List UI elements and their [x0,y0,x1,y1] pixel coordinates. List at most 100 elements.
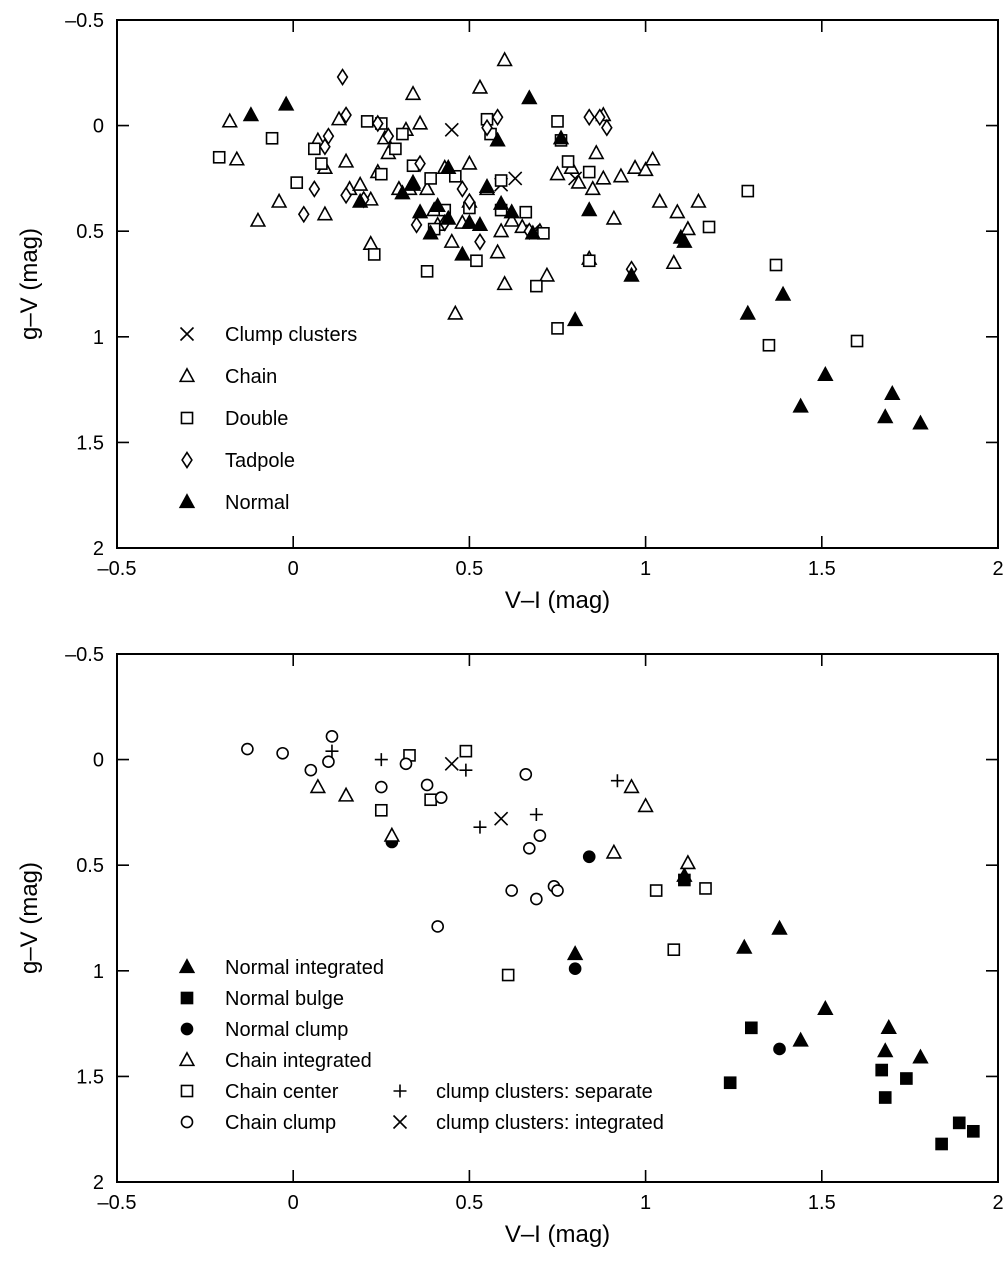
data-point [270,192,288,208]
data-point [912,414,929,430]
data-point [418,180,436,196]
data-point [444,122,459,137]
data-point [623,266,640,282]
data-point [447,304,464,320]
data-point [308,142,321,156]
data-point [221,112,238,128]
data-point [337,152,355,168]
data-point [566,945,584,961]
data-point [771,919,788,935]
series-chain-integrated [309,778,697,870]
x-tick-label: 1.5 [808,1192,836,1214]
data-point [249,211,267,227]
legend-label-chain: Chain [225,366,277,388]
y-axis-title: g–V (mag) [16,228,43,340]
data-point [593,108,606,127]
data-point [792,1031,809,1047]
data-point [875,1063,889,1077]
legend-label-normal-bulge: Normal bulge [225,988,344,1010]
legend-label-tadpole: Tadpole [225,450,295,472]
data-point [880,1018,897,1034]
data-point [551,884,564,897]
data-point [669,203,686,219]
data-point [739,304,756,320]
legend-marker-double [180,411,194,425]
legend-label-double: Double [225,408,288,430]
data-point [424,793,437,807]
data-point [367,248,381,261]
data-point [762,338,776,352]
data-point [519,205,533,219]
data-point [383,826,401,842]
data-point [817,365,834,381]
data-point [561,155,575,168]
data-point [774,285,792,301]
data-point [877,408,894,424]
data-point [566,311,584,327]
data-point [505,884,519,897]
x-tick-label: 1 [640,1192,651,1214]
data-point [878,1091,892,1104]
data-point [676,232,693,248]
data-point [389,142,402,156]
data-point [304,763,318,777]
data-point [595,169,612,185]
legend-marker-normal [178,493,196,509]
data-point [265,131,279,145]
data-point [519,768,533,781]
data-point [322,127,335,146]
data-point [552,129,570,145]
data-point [360,115,374,128]
data-point [524,224,542,240]
data-point [459,744,473,758]
data-point [411,203,429,219]
y-tick-label: 0 [93,750,104,772]
y-tick-label: 2 [93,538,104,560]
y-tick-label: –0.5 [65,644,104,666]
data-point [422,224,439,240]
y-tick-label: –0.5 [65,10,104,32]
data-point [399,757,413,771]
data-point [665,254,682,270]
data-point [276,746,289,760]
data-point [325,744,339,758]
data-point [501,968,515,982]
data-point [741,184,755,198]
legend-marker-tadpole [181,451,193,469]
data-point [404,175,422,191]
data-point [582,850,596,864]
data-point [884,385,901,400]
legend: Normal integrated Normal bulge Normal clum… [178,957,664,1134]
legend-label-clump-clusters-integrated: clump clusters: integrated [436,1112,664,1134]
legend-marker-normal-integrated [178,958,196,974]
data-point [623,778,640,794]
data-point [850,334,864,348]
data-point [444,756,459,771]
data-point [817,999,834,1015]
data-point [773,1042,786,1056]
data-point [322,755,335,769]
data-point [637,797,654,813]
data-point [434,791,448,804]
data-point [503,211,520,227]
data-point [461,213,478,229]
data-point [297,205,310,224]
x-tick-label: 0 [288,558,299,580]
plot-frame [116,653,999,1183]
x-tick-label: 2 [992,1192,1003,1214]
data-point [309,778,327,794]
data-point [912,1048,929,1064]
data-point [290,176,304,189]
data-point [382,127,395,146]
data-point [952,1116,966,1130]
data-point [690,192,707,208]
data-point [410,215,423,234]
data-point [374,753,388,767]
data-point [494,811,509,826]
data-point [351,192,369,208]
data-point [277,95,295,111]
series-normal [242,89,929,430]
data-point [362,235,379,251]
data-point [424,172,437,185]
data-point [431,920,445,933]
